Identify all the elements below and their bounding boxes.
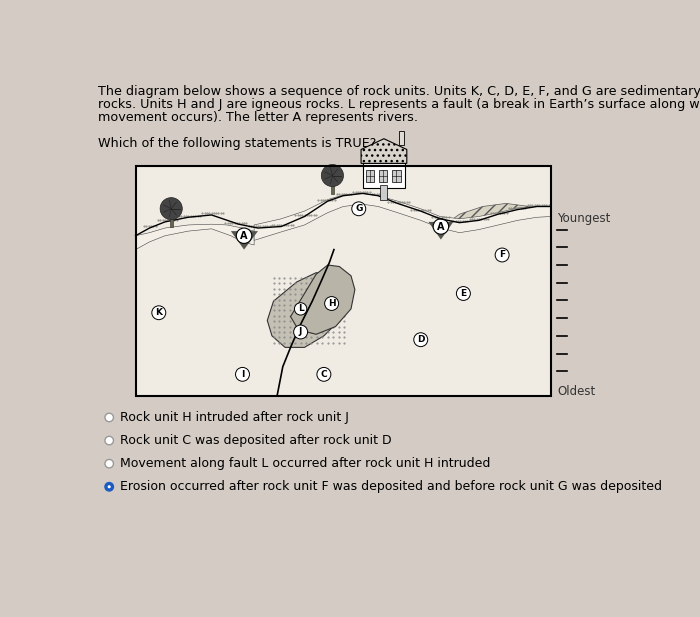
Circle shape xyxy=(352,202,365,216)
Text: G: G xyxy=(355,204,363,213)
Bar xyxy=(381,185,387,201)
Polygon shape xyxy=(136,224,254,250)
Bar xyxy=(365,170,375,182)
Bar xyxy=(169,219,173,227)
Text: A: A xyxy=(437,222,444,231)
Circle shape xyxy=(237,228,252,244)
Text: Youngest: Youngest xyxy=(557,212,610,225)
Polygon shape xyxy=(361,139,407,164)
Bar xyxy=(331,186,334,194)
Circle shape xyxy=(105,436,113,445)
Text: H: H xyxy=(328,299,335,308)
Text: F: F xyxy=(499,251,505,260)
Text: movement occurs). The letter A represents rivers.: movement occurs). The letter A represent… xyxy=(98,111,419,124)
Text: Rock unit C was deposited after rock unit D: Rock unit C was deposited after rock uni… xyxy=(120,434,392,447)
Text: K: K xyxy=(155,308,162,317)
Text: I: I xyxy=(241,370,244,379)
Text: Erosion occurred after rock unit F was deposited and before rock unit G was depo: Erosion occurred after rock unit F was d… xyxy=(120,480,662,493)
Polygon shape xyxy=(267,273,347,347)
Text: J: J xyxy=(299,328,302,336)
Circle shape xyxy=(152,306,166,320)
Text: L: L xyxy=(298,304,304,313)
Polygon shape xyxy=(290,265,355,334)
Circle shape xyxy=(235,367,249,381)
Circle shape xyxy=(295,303,307,315)
Polygon shape xyxy=(208,347,289,396)
Bar xyxy=(379,170,387,182)
Polygon shape xyxy=(428,222,454,239)
Text: Which of the following statements is TRUE?: Which of the following statements is TRU… xyxy=(98,137,377,150)
Circle shape xyxy=(105,413,113,421)
Bar xyxy=(136,167,551,396)
Circle shape xyxy=(456,286,470,300)
Polygon shape xyxy=(254,193,551,241)
Circle shape xyxy=(105,460,113,468)
Text: Oldest: Oldest xyxy=(557,385,596,398)
Text: A: A xyxy=(240,231,248,241)
Text: E: E xyxy=(461,289,466,298)
Polygon shape xyxy=(440,204,551,259)
Text: Movement along fault L occurred after rock unit H intruded: Movement along fault L occurred after ro… xyxy=(120,457,491,470)
Circle shape xyxy=(317,367,331,381)
Text: Rock unit H intruded after rock unit J: Rock unit H intruded after rock unit J xyxy=(120,411,349,424)
Circle shape xyxy=(105,482,113,491)
Text: The diagram below shows a sequence of rock units. Units K, C, D, E, F, and G are: The diagram below shows a sequence of ro… xyxy=(98,85,700,98)
Polygon shape xyxy=(231,231,258,250)
Polygon shape xyxy=(136,236,266,396)
Circle shape xyxy=(495,248,509,262)
Circle shape xyxy=(294,325,307,339)
Circle shape xyxy=(433,219,449,234)
Bar xyxy=(392,170,400,182)
Polygon shape xyxy=(239,320,390,396)
Circle shape xyxy=(321,165,344,186)
Polygon shape xyxy=(136,193,551,396)
Text: rocks. Units H and J are igneous rocks. L represents a fault (a break in Earth’s: rocks. Units H and J are igneous rocks. … xyxy=(98,98,700,111)
Circle shape xyxy=(160,197,182,220)
Circle shape xyxy=(414,333,428,347)
Bar xyxy=(136,167,551,396)
Bar xyxy=(399,131,404,145)
Polygon shape xyxy=(367,239,551,396)
Text: C: C xyxy=(321,370,327,379)
Bar xyxy=(363,164,405,188)
Circle shape xyxy=(325,297,339,310)
Circle shape xyxy=(108,485,111,488)
Polygon shape xyxy=(320,259,551,396)
Text: D: D xyxy=(417,335,424,344)
